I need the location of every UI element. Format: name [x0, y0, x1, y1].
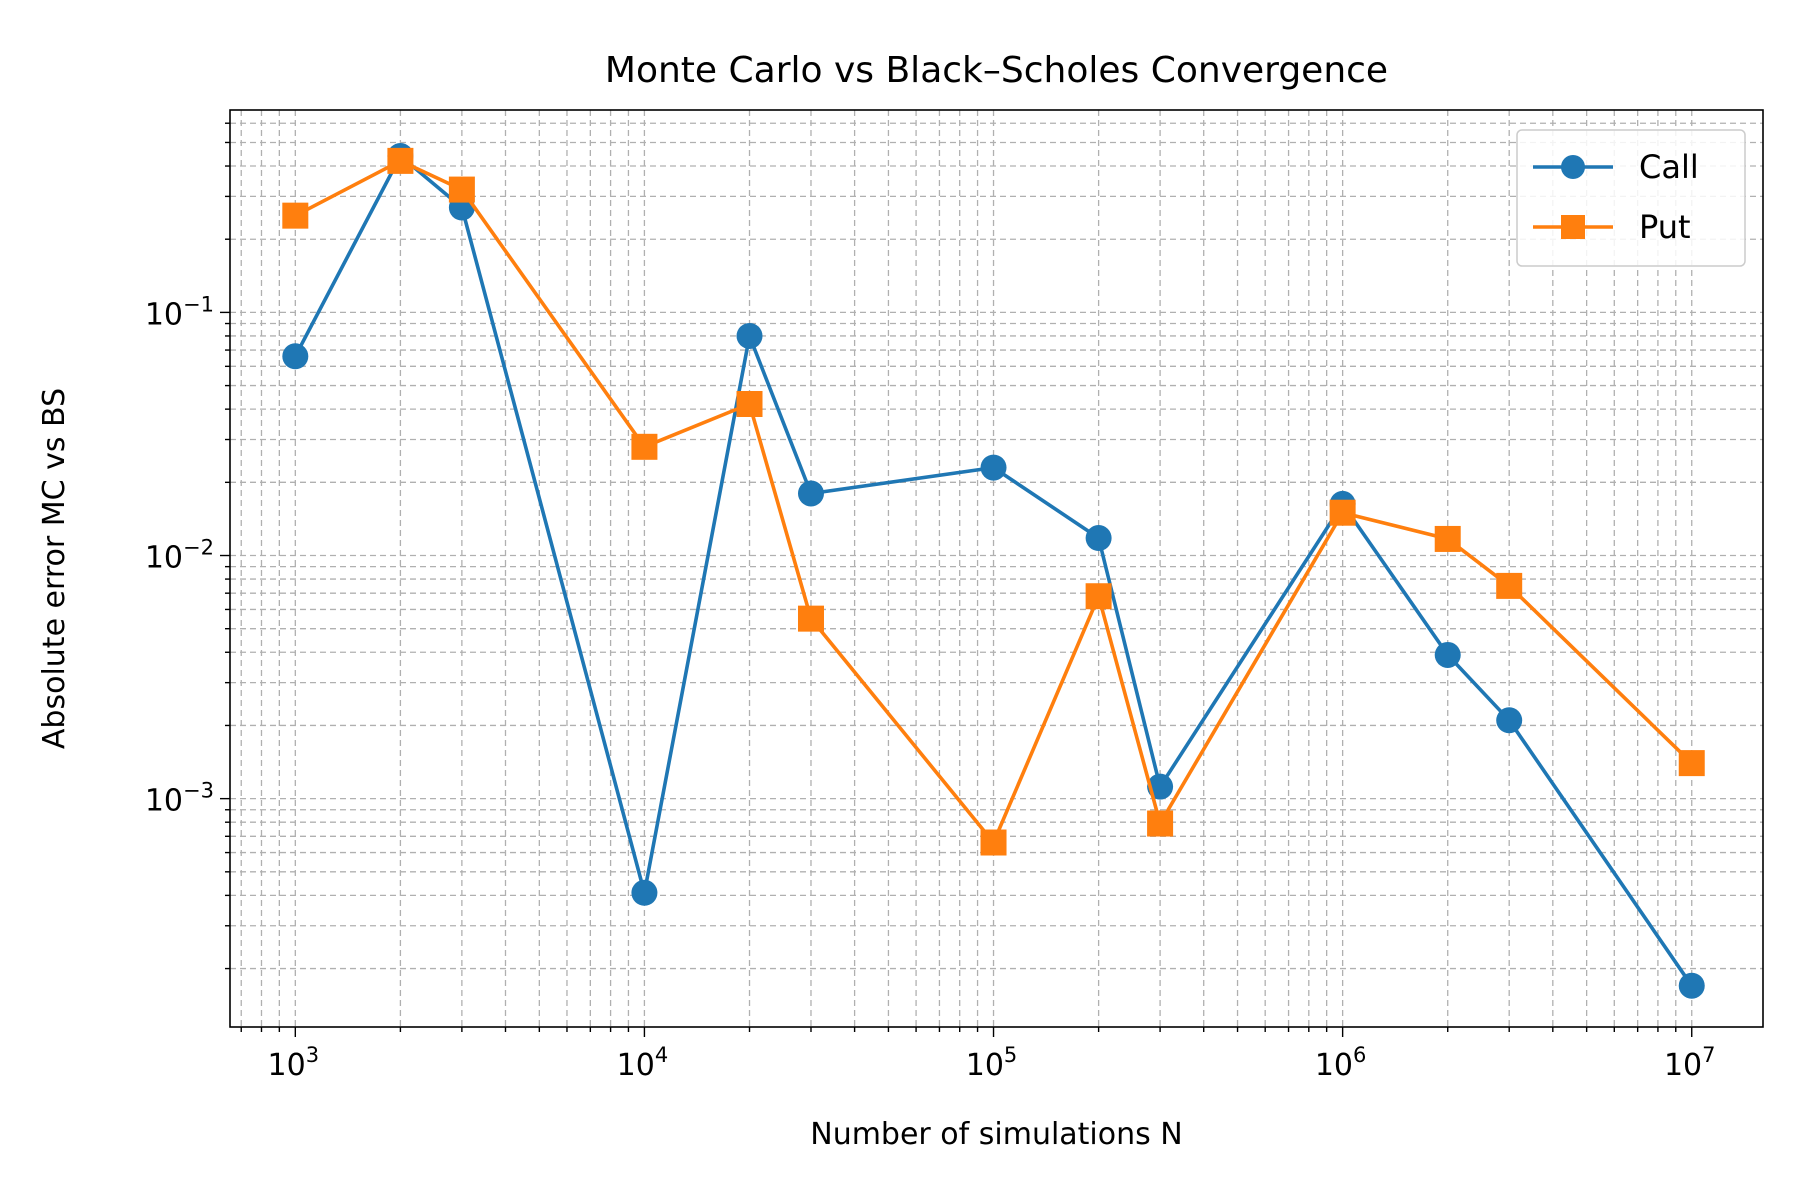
data-point-put	[631, 433, 658, 460]
ticks: 103 104 105 106 107 10−1 10−2 10−3	[145, 122, 1716, 1083]
data-point-put	[1434, 525, 1461, 552]
grid	[230, 110, 1763, 1027]
y-axis-title: Absolute error MC vs BS	[37, 388, 72, 749]
x-tick-label: 104	[617, 1043, 669, 1083]
legend-label: Put	[1639, 208, 1691, 246]
x-tick-label: 103	[268, 1043, 320, 1083]
data-point-put	[448, 176, 475, 203]
data-point-put	[1678, 750, 1705, 777]
data-point-call	[1678, 972, 1705, 999]
data-point-put	[282, 202, 309, 229]
data-point-call	[1496, 707, 1523, 734]
data-point-call	[282, 343, 309, 370]
data-point-put	[980, 829, 1007, 856]
data-point-put	[1329, 499, 1356, 526]
data-point-put	[1496, 572, 1523, 599]
legend: Call Put	[1516, 129, 1746, 267]
data-point-put	[1147, 810, 1174, 837]
legend-label: Call	[1639, 148, 1699, 186]
series-call	[282, 142, 1705, 999]
y-tick-label: 10−2	[145, 536, 214, 576]
data-point-call	[797, 480, 824, 507]
chart-title: Monte Carlo vs Black–Scholes Convergence	[605, 50, 1388, 91]
data-point-put	[797, 605, 824, 632]
legend-box	[1516, 129, 1746, 267]
data-point-call	[736, 322, 763, 349]
plot-frame	[229, 109, 1764, 1028]
data-point-call	[1085, 525, 1112, 552]
data-point-call	[1434, 641, 1461, 668]
data-point-call	[980, 454, 1007, 481]
series-layer	[282, 142, 1705, 999]
legend-marker	[1561, 215, 1585, 239]
x-tick-label: 105	[966, 1043, 1018, 1083]
legend-item-call: Call	[1533, 148, 1699, 186]
legend-item-put: Put	[1533, 208, 1691, 246]
y-tick-label: 10−1	[145, 292, 214, 332]
x-tick-label: 107	[1664, 1043, 1716, 1083]
legend-marker	[1561, 155, 1585, 179]
y-tick-label: 10−3	[145, 779, 214, 819]
data-point-put	[387, 147, 414, 174]
x-tick-label: 106	[1315, 1043, 1367, 1083]
data-point-call	[631, 879, 658, 906]
data-point-put	[1085, 583, 1112, 610]
x-axis-title: Number of simulations N	[810, 1117, 1183, 1152]
series-put	[282, 147, 1705, 856]
data-point-put	[736, 390, 763, 417]
